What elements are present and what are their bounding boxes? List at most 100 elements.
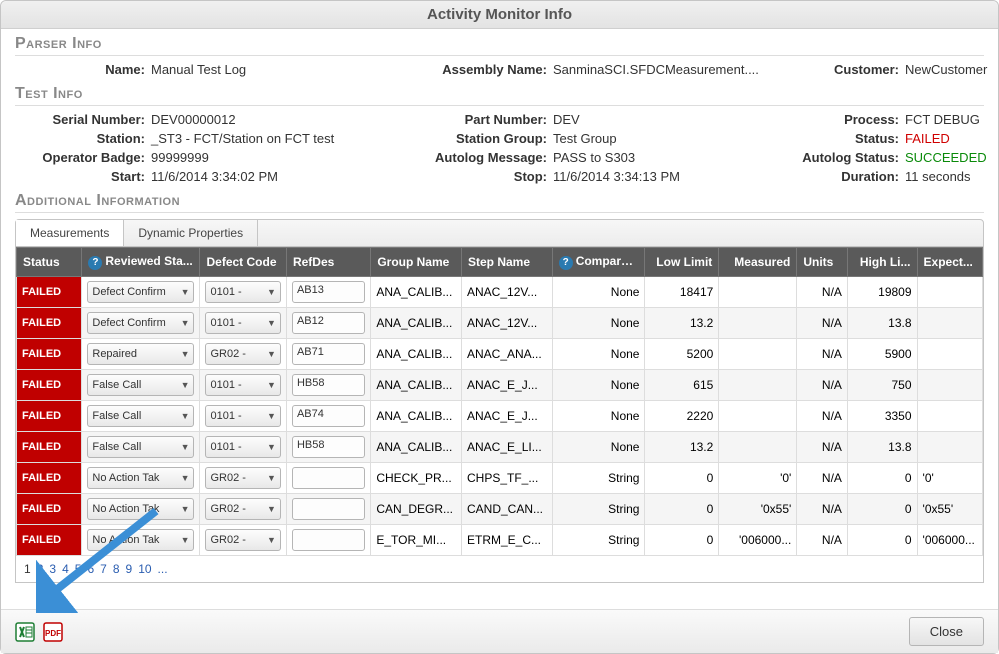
cell-group: CHECK_PR... [371, 463, 462, 494]
cell-expect: '0' [917, 463, 982, 494]
pager-page[interactable]: 6 [87, 562, 94, 576]
cell-measured [719, 277, 797, 308]
pager-page[interactable]: 1 [24, 562, 31, 576]
defect-code-select[interactable]: GR02 -▼ [205, 498, 280, 520]
pager-page[interactable]: 8 [113, 562, 120, 576]
value-serial: DEV00000012 [151, 112, 401, 127]
col-step[interactable]: Step Name [462, 248, 553, 277]
tab-dynamic-properties[interactable]: Dynamic Properties [124, 220, 258, 246]
refdes-input[interactable] [292, 467, 365, 489]
chevron-down-icon: ▼ [181, 504, 190, 514]
reviewed-status-select[interactable]: No Action Tak▼ [87, 498, 194, 520]
cell-refdes: HB58 [286, 370, 370, 401]
cell-comparat: None [552, 308, 645, 339]
cell-units: N/A [797, 370, 848, 401]
refdes-input[interactable]: HB58 [292, 374, 365, 396]
cell-defect: GR02 -▼ [200, 525, 286, 556]
reviewed-status-select[interactable]: False Call▼ [87, 374, 194, 396]
refdes-input[interactable]: AB74 [292, 405, 365, 427]
col-high[interactable]: High Li... [847, 248, 917, 277]
cell-measured [719, 401, 797, 432]
cell-measured: '0x55' [719, 494, 797, 525]
reviewed-status-select[interactable]: False Call▼ [87, 405, 194, 427]
table-row: FAILEDRepaired▼GR02 -▼AB71ANA_CALIB...AN… [17, 339, 983, 370]
defect-code-select[interactable]: 0101 -▼ [205, 436, 280, 458]
col-measured[interactable]: Measured [719, 248, 797, 277]
label-assembly: Assembly Name: [407, 62, 547, 77]
cell-expect [917, 432, 982, 463]
dialog-content: Parser Info Name: Manual Test Log Assemb… [1, 29, 998, 583]
pager-page[interactable]: 5 [75, 562, 82, 576]
cell-high: 3350 [847, 401, 917, 432]
col-comparat[interactable]: ?Comparat... [552, 248, 645, 277]
cell-expect [917, 308, 982, 339]
col-group[interactable]: Group Name [371, 248, 462, 277]
help-icon[interactable]: ? [88, 256, 102, 270]
reviewed-status-select[interactable]: False Call▼ [87, 436, 194, 458]
chevron-down-icon: ▼ [267, 442, 276, 452]
defect-code-select[interactable]: 0101 -▼ [205, 281, 280, 303]
col-units[interactable]: Units [797, 248, 848, 277]
reviewed-status-select[interactable]: No Action Tak▼ [87, 529, 194, 551]
label-process: Process: [779, 112, 899, 127]
cell-refdes: AB13 [286, 277, 370, 308]
chevron-down-icon: ▼ [267, 380, 276, 390]
defect-code-select[interactable]: GR02 -▼ [205, 467, 280, 489]
cell-group: ANA_CALIB... [371, 370, 462, 401]
cell-comparat: None [552, 370, 645, 401]
pager: 123456789 10... [16, 556, 983, 582]
cell-defect: 0101 -▼ [200, 277, 286, 308]
pdf-icon[interactable]: PDF [43, 622, 63, 642]
refdes-input[interactable]: AB71 [292, 343, 365, 365]
label-autolog-msg: Autolog Message: [407, 150, 547, 165]
cell-step: ANAC_E_LI... [462, 432, 553, 463]
table-row: FAILEDFalse Call▼0101 -▼HB58ANA_CALIB...… [17, 432, 983, 463]
refdes-input[interactable]: AB12 [292, 312, 365, 334]
table-row: FAILEDDefect Confirm▼0101 -▼AB12ANA_CALI… [17, 308, 983, 339]
cell-low: 615 [645, 370, 719, 401]
pager-page[interactable]: ... [158, 562, 168, 576]
reviewed-status-select[interactable]: Defect Confirm▼ [87, 312, 194, 334]
col-reviewed[interactable]: ?Reviewed Sta... [82, 248, 200, 277]
refdes-input[interactable]: AB13 [292, 281, 365, 303]
cell-group: ANA_CALIB... [371, 277, 462, 308]
defect-code-select[interactable]: GR02 -▼ [205, 343, 280, 365]
cell-units: N/A [797, 525, 848, 556]
reviewed-status-select[interactable]: Repaired▼ [87, 343, 194, 365]
pager-page[interactable]: 2 [37, 562, 44, 576]
cell-status: FAILED [17, 308, 82, 339]
value-part: DEV [553, 112, 773, 127]
label-duration: Duration: [779, 169, 899, 184]
reviewed-status-select[interactable]: No Action Tak▼ [87, 467, 194, 489]
defect-code-select[interactable]: 0101 -▼ [205, 312, 280, 334]
cell-low: 13.2 [645, 308, 719, 339]
value-station: _ST3 - FCT/Station on FCT test [151, 131, 401, 146]
col-expect[interactable]: Expect... [917, 248, 982, 277]
defect-code-select[interactable]: 0101 -▼ [205, 374, 280, 396]
excel-icon[interactable] [15, 622, 35, 642]
value-stop: 11/6/2014 3:34:13 PM [553, 169, 773, 184]
pager-page[interactable]: 9 [126, 562, 133, 576]
defect-code-select[interactable]: GR02 -▼ [205, 529, 280, 551]
col-status[interactable]: Status [17, 248, 82, 277]
defect-code-select[interactable]: 0101 -▼ [205, 405, 280, 427]
chevron-down-icon: ▼ [267, 473, 276, 483]
col-low[interactable]: Low Limit [645, 248, 719, 277]
pager-page[interactable]: 4 [62, 562, 69, 576]
tab-measurements[interactable]: Measurements [16, 220, 124, 246]
close-button[interactable]: Close [909, 617, 984, 646]
refdes-input[interactable]: HB58 [292, 436, 365, 458]
reviewed-status-select[interactable]: Defect Confirm▼ [87, 281, 194, 303]
cell-measured [719, 339, 797, 370]
pager-page[interactable]: 3 [49, 562, 56, 576]
help-icon[interactable]: ? [559, 256, 573, 270]
pager-page[interactable]: 7 [100, 562, 107, 576]
pager-page[interactable]: 10 [138, 562, 151, 576]
col-defect[interactable]: Defect Code [200, 248, 286, 277]
refdes-input[interactable] [292, 498, 365, 520]
cell-step: ANAC_ANA... [462, 339, 553, 370]
cell-status: FAILED [17, 401, 82, 432]
col-refdes[interactable]: RefDes [286, 248, 370, 277]
refdes-input[interactable] [292, 529, 365, 551]
chevron-down-icon: ▼ [181, 287, 190, 297]
